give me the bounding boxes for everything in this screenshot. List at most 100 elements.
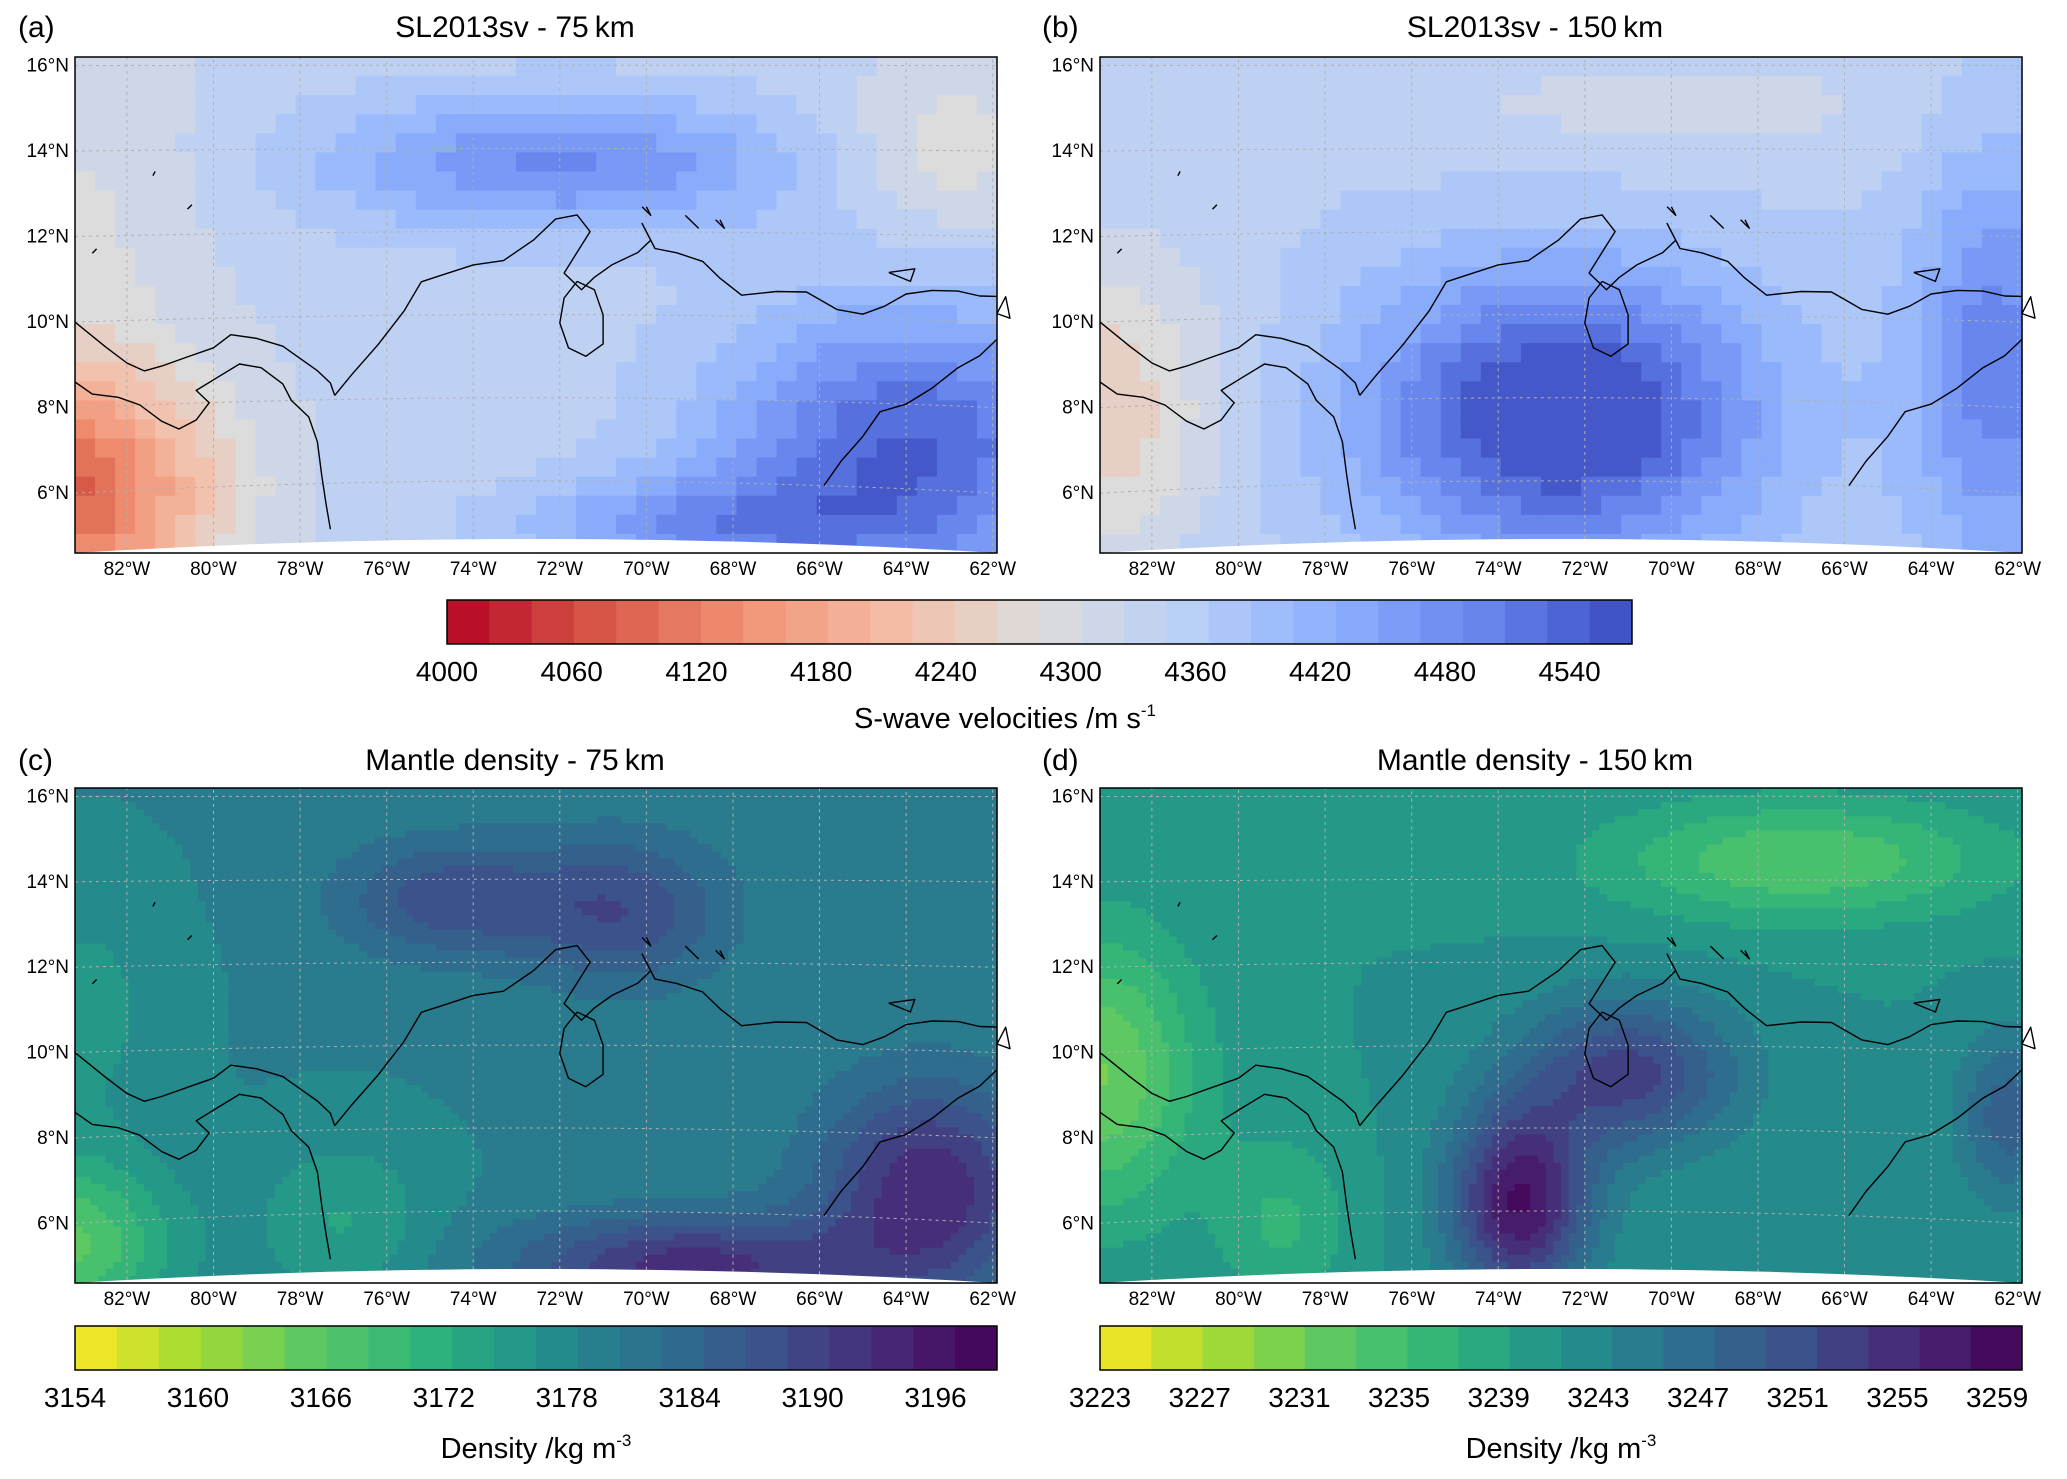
field-cell <box>305 1198 314 1206</box>
field-cell <box>776 266 798 287</box>
field-cell <box>213 1261 222 1270</box>
field-cell <box>267 1247 276 1256</box>
field-cell <box>98 964 107 973</box>
field-cell <box>297 809 307 817</box>
field-cell <box>1200 152 1221 173</box>
field-cell <box>1981 476 2003 497</box>
field-cell <box>190 1021 199 1030</box>
field-cell <box>816 190 838 211</box>
field-cell <box>1581 343 1602 363</box>
field-cell <box>1120 95 1141 115</box>
field-cell <box>144 1148 153 1157</box>
field-cell <box>267 1113 276 1121</box>
field-cell <box>335 247 357 268</box>
field-cell <box>155 400 176 421</box>
field-cell <box>282 1063 291 1072</box>
field-cell <box>295 400 317 421</box>
field-cell <box>236 1176 245 1185</box>
field-cell <box>1200 228 1221 249</box>
field-cell <box>976 57 998 77</box>
field-cell <box>936 457 958 478</box>
field-cell <box>335 438 357 459</box>
field-cell <box>336 837 345 846</box>
field-cell <box>90 1212 99 1220</box>
field-cell <box>320 1184 330 1192</box>
field-cell <box>105 1198 115 1206</box>
field-cell <box>82 809 91 817</box>
field-cell <box>716 305 738 325</box>
field-cell <box>876 362 898 382</box>
field-cell <box>95 533 116 554</box>
field-cell <box>305 986 314 994</box>
field-cell <box>297 901 307 909</box>
field-cell <box>305 1120 314 1129</box>
field-cell <box>197 1092 207 1100</box>
field-cell <box>656 400 677 421</box>
field-cell <box>796 343 818 363</box>
field-cell <box>220 1205 230 1213</box>
field-cell <box>282 929 291 938</box>
field-cell <box>1220 171 1241 192</box>
field-cell <box>190 837 199 846</box>
field-cell <box>1741 114 1763 134</box>
field-cell <box>1160 57 1181 77</box>
field-cell <box>1701 133 1722 153</box>
field-cell <box>235 247 256 268</box>
field-cell <box>174 1106 184 1114</box>
field-cell <box>82 1184 91 1192</box>
field-cell <box>155 57 176 77</box>
colorbar-tick-label: 4360 <box>1164 656 1226 687</box>
field-cell <box>90 1070 99 1079</box>
field-cell <box>136 865 145 874</box>
field-cell <box>636 152 657 173</box>
field-cell <box>197 1219 207 1228</box>
field-cell <box>1300 324 1322 344</box>
field-cell <box>336 1184 345 1192</box>
field-cell <box>282 851 291 860</box>
field-cell <box>976 400 998 421</box>
field-cell <box>190 971 199 980</box>
field-cell <box>167 887 176 895</box>
field-cell <box>1641 114 1662 134</box>
field-cell <box>1240 400 1261 421</box>
field-cell <box>1540 324 1562 344</box>
field-cell <box>335 381 357 401</box>
field-cell <box>128 1148 138 1157</box>
field-cell <box>115 400 136 421</box>
field-cell <box>1881 324 1903 344</box>
field-cell <box>213 887 222 895</box>
field-cell <box>175 171 196 192</box>
field-cell <box>1320 438 1342 459</box>
field-cell <box>1480 209 1502 230</box>
field-cell <box>936 209 958 230</box>
field-cell <box>213 872 222 881</box>
field-cell <box>816 95 838 115</box>
field-cell <box>515 76 537 96</box>
field-cell <box>1100 76 1121 96</box>
field-cell <box>328 1141 337 1150</box>
field-cell <box>267 936 276 945</box>
field-cell <box>315 228 337 249</box>
field-cell <box>1761 305 1783 325</box>
field-cell <box>1160 228 1181 249</box>
field-cell <box>113 993 122 1001</box>
field-cell <box>313 971 322 980</box>
field-cell <box>1300 152 1322 173</box>
field-cell <box>856 76 878 96</box>
field-cell <box>596 247 617 268</box>
field-cell <box>1861 209 1883 230</box>
field-cell <box>297 964 307 973</box>
field-cell <box>313 802 322 810</box>
field-cell <box>295 228 317 249</box>
field-cell <box>1621 171 1642 192</box>
field-cell <box>1701 209 1722 230</box>
field-cell <box>113 1198 122 1206</box>
field-cell <box>215 285 236 306</box>
field-cell <box>213 1268 222 1277</box>
field-cell <box>320 922 330 931</box>
field-cell <box>1781 209 1803 230</box>
field-cell <box>128 887 138 895</box>
field-cell <box>190 1063 199 1072</box>
field-cell <box>90 1261 99 1270</box>
field-cell <box>495 343 517 363</box>
